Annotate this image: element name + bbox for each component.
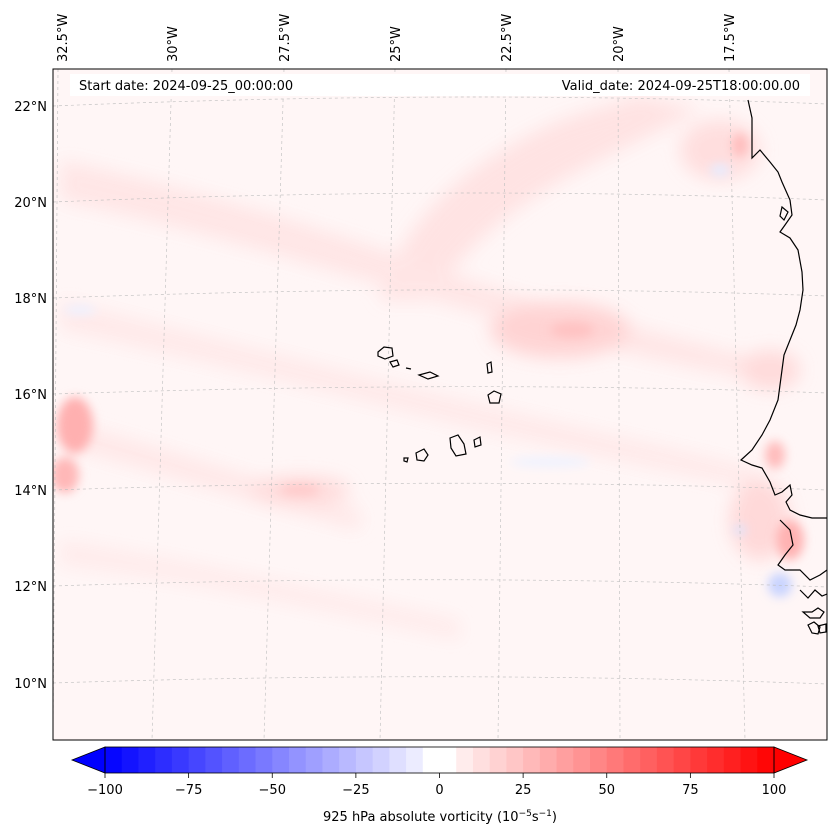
colorbar-segment [188,747,206,773]
colorbar-segment [288,747,307,773]
colorbar-segment [355,747,374,773]
cape-verde-islands [377,346,502,463]
colorbar-segment [389,747,407,773]
lon-label: 32.5°W [56,14,71,62]
colorbar-segment [590,747,608,773]
colorbar-tick-label: 75 [682,783,699,798]
colorbar-tick-label: −25 [342,783,369,798]
colorbar-segment [121,747,140,773]
colorbar-segment [472,747,491,773]
lat-label: 18°N [14,292,47,307]
colorbar-segment [489,747,508,773]
colorbar-segment [690,747,708,773]
lon-label: 20°W [612,26,627,62]
colorbar-segment [640,747,658,773]
colorbar-segment [723,747,742,773]
colorbar-segment [606,747,625,773]
colorbar-segment [339,747,357,773]
colorbar-tick-label: 25 [515,783,532,798]
colorbar-segment [623,747,641,773]
map-frame [52,68,828,741]
colorbar-tick-label: −100 [87,783,123,798]
colorbar-segment [439,747,457,773]
lon-label: 22.5°W [500,14,515,62]
colorbar-segments [105,747,775,773]
colorbar-segment [523,747,541,773]
vorticity-field [53,69,827,740]
colorbar-segment [155,747,173,773]
colorbar-segment [138,747,156,773]
lat-label: 20°N [14,196,47,211]
colorbar-tick-label: −75 [175,783,202,798]
longitude-labels: 32.5°W 30°W 27.5°W 25°W 22.5°W 20°W 17.5… [56,14,738,62]
colorbar: −100 −75 −50 −25 0 25 50 75 100 925 hPa absolute… [70,746,809,825]
colorbar-segment [238,747,257,773]
colorbar-ticks: −100 −75 −50 −25 0 25 50 75 100 [87,773,786,798]
colorbar-tick-label: 100 [762,783,787,798]
lat-label: 10°N [14,677,47,692]
colorbar-segment [322,747,340,773]
colorbar-tick-label: 0 [435,783,443,798]
colorbar-segment [372,747,390,773]
colorbar-segment [272,747,290,773]
header-bar [70,74,810,96]
graticule [53,69,827,740]
colorbar-segment [573,747,591,773]
colorbar-segment [255,747,273,773]
colorbar-segment [222,747,240,773]
colorbar-segment [656,747,675,773]
colorbar-tick-label: 50 [598,783,615,798]
colorbar-segment [305,747,324,773]
colorbar-segment [171,747,190,773]
colorbar-segment [506,747,524,773]
colorbar-segment [205,747,223,773]
colorbar-label: 925 hPa absolute vorticity (10−5s−1) [323,809,557,825]
valid-date-label: Valid_date: 2024-09-25T18:00:00.00 [562,79,800,94]
lon-label: 30°W [166,26,181,62]
colorbar-segment [406,747,424,773]
colorbar-min-extend [70,746,106,774]
latitude-labels: 22°N 20°N 18°N 16°N 14°N 12°N 10°N [14,100,47,692]
colorbar-tick-label: −50 [259,783,286,798]
lat-label: 12°N [14,580,47,595]
lat-label: 14°N [14,484,47,499]
colorbar-segment [422,747,441,773]
colorbar-segment [456,747,474,773]
colorbar-segment [673,747,691,773]
start-date-label: Start date: 2024-09-25_00:00:00 [79,79,293,94]
colorbar-segment [740,747,758,773]
lat-label: 22°N [14,100,47,115]
colorbar-max-extend [773,746,809,774]
colorbar-segment [757,747,775,773]
lat-label: 16°N [14,388,47,403]
africa-coastline [739,99,827,635]
colorbar-segment [707,747,725,773]
colorbar-segment [105,747,123,773]
colorbar-segment [539,747,558,773]
lon-label: 25°W [389,26,404,62]
lon-label: 27.5°W [278,14,293,62]
colorbar-segment [556,747,574,773]
lon-label: 17.5°W [723,14,738,62]
